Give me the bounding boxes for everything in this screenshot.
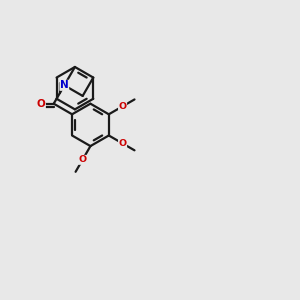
Text: O: O — [118, 139, 127, 148]
Text: O: O — [78, 155, 86, 164]
Text: O: O — [118, 102, 127, 111]
Text: N: N — [60, 80, 69, 90]
Text: O: O — [37, 99, 45, 109]
